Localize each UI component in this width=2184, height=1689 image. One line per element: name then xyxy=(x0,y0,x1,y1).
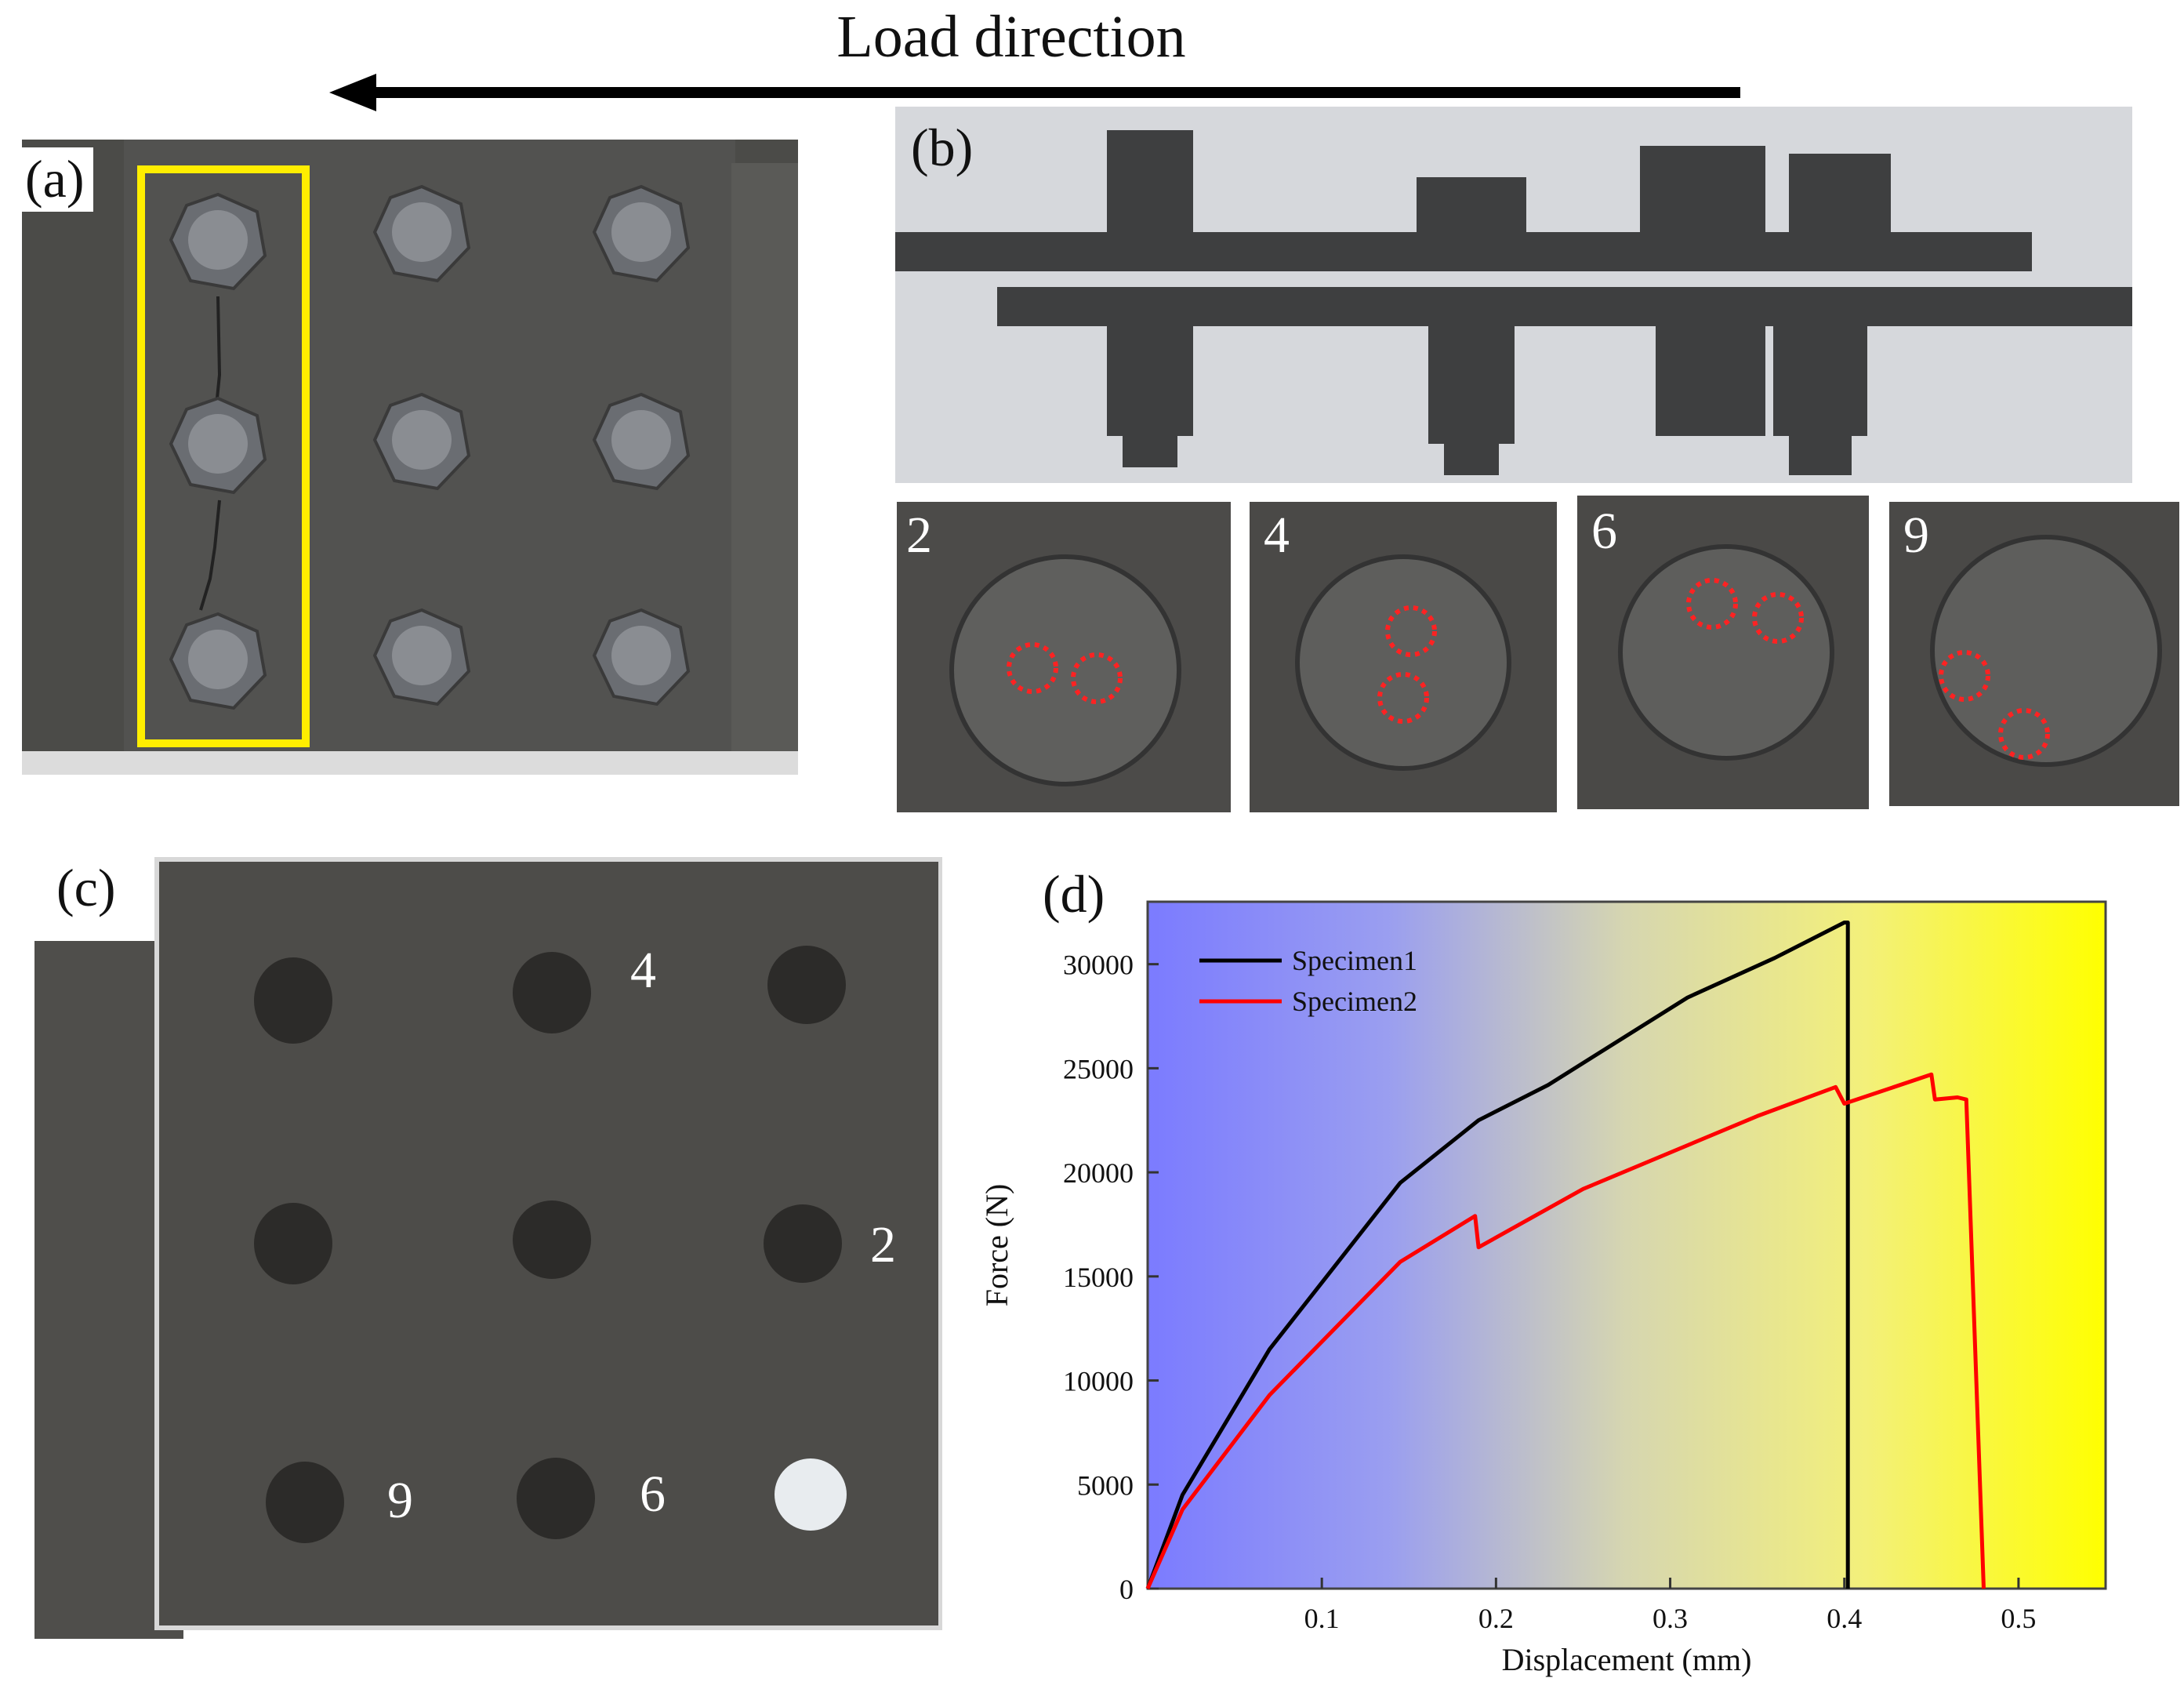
x-tick-label: 0.3 xyxy=(1653,1603,1688,1634)
figure-title: Load direction xyxy=(836,4,1186,70)
y-tick-label: 10000 xyxy=(1063,1366,1134,1397)
closeup-bolt-6 xyxy=(1577,496,1869,809)
y-tick-label: 15000 xyxy=(1063,1262,1134,1293)
y-tick-label: 25000 xyxy=(1063,1053,1134,1084)
y-tick-label: 20000 xyxy=(1063,1157,1134,1189)
hole-label-6: 6 xyxy=(640,1466,666,1523)
series-line-specimen2 xyxy=(1145,1072,1986,1590)
series-line-specimen1 xyxy=(1145,921,1850,1589)
y-tick-label: 0 xyxy=(1119,1574,1134,1605)
photo-a-bolted-joint xyxy=(22,140,798,775)
photo-c-plate-holes xyxy=(34,844,942,1639)
force-displacement-chart: 0 5000 10000 15000 20000 25000 30000 0.1 0.2 0.3… xyxy=(979,900,2107,1677)
y-axis-label: Force (N) xyxy=(979,1184,1014,1307)
panel-label-b: (b) xyxy=(911,118,974,177)
closeup-label-2: 2 xyxy=(906,507,932,564)
x-axis-label: Displacement (mm) xyxy=(1502,1642,1752,1677)
hole-label-4: 4 xyxy=(630,942,656,999)
x-tick-label: 0.1 xyxy=(1304,1603,1340,1634)
photo-b-side-view xyxy=(895,107,2132,483)
highlight-box xyxy=(137,165,310,747)
x-tick-label: 0.5 xyxy=(2001,1603,2036,1634)
closeup-label-6: 6 xyxy=(1591,503,1617,560)
closeup-bolt-9 xyxy=(1889,502,2179,806)
panel-label-a: (a) xyxy=(16,147,94,212)
panel-label-d: (d) xyxy=(1033,863,1115,927)
hole-label-9: 9 xyxy=(387,1472,413,1529)
closeup-bolt-2 xyxy=(897,502,1231,812)
x-tick-label: 0.2 xyxy=(1478,1603,1514,1634)
legend-label-specimen2: Specimen2 xyxy=(1292,986,1417,1017)
y-tick-label: 5000 xyxy=(1077,1469,1134,1501)
legend-label-specimen1: Specimen1 xyxy=(1292,945,1417,976)
plot-area xyxy=(1146,900,2107,1590)
panel-label-c: (c) xyxy=(47,856,125,921)
load-direction-arrow xyxy=(329,74,1740,111)
y-tick-label: 30000 xyxy=(1063,950,1134,981)
hole-label-2: 2 xyxy=(870,1216,896,1273)
closeup-label-4: 4 xyxy=(1264,507,1290,564)
closeup-label-9: 9 xyxy=(1903,507,1929,564)
closeup-bolt-4 xyxy=(1250,502,1557,812)
x-tick-label: 0.4 xyxy=(1827,1603,1862,1634)
